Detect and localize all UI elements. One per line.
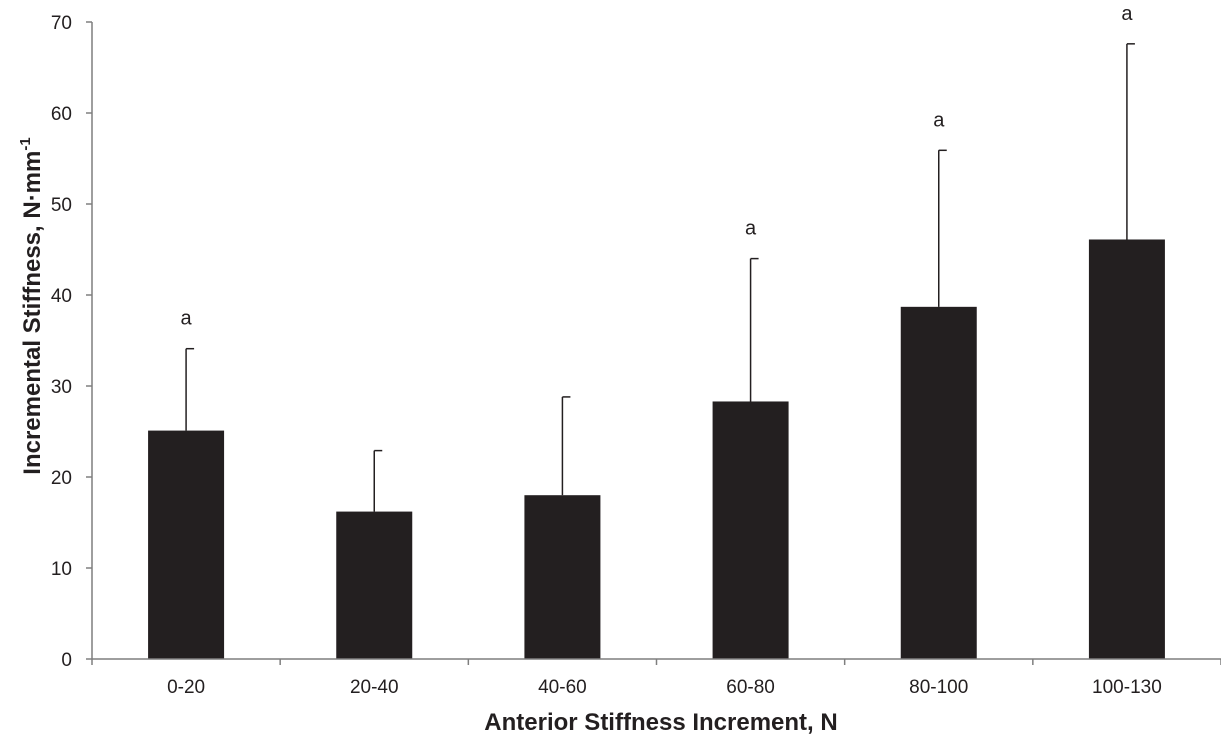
y-axis-title: Incremental Stiffness, N·mm-1 bbox=[17, 137, 46, 474]
x-tick-label: 60-80 bbox=[726, 677, 775, 698]
y-tick-label: 40 bbox=[51, 286, 72, 307]
y-tick-label: 30 bbox=[51, 377, 72, 398]
error-bars bbox=[185, 43, 1135, 512]
bar bbox=[148, 430, 225, 659]
y-tick-label: 20 bbox=[51, 468, 72, 489]
y-tick-label: 50 bbox=[51, 195, 72, 216]
y-axis-title-superscript: -1 bbox=[17, 137, 34, 150]
significance-label: a bbox=[745, 218, 757, 240]
bar bbox=[336, 511, 413, 659]
x-axis-title: Anterior Stiffness Increment, N bbox=[484, 709, 837, 736]
x-tick-label: 80-100 bbox=[909, 677, 968, 698]
bar bbox=[712, 401, 789, 659]
x-axis-ticks: 0-20 20-40 40-60 60-80 80-100 100-130 bbox=[91, 659, 1221, 698]
x-tick-label: 20-40 bbox=[350, 677, 399, 698]
x-tick-label: 40-60 bbox=[538, 677, 587, 698]
significance-label: a bbox=[1121, 3, 1133, 25]
y-tick-label: 70 bbox=[51, 13, 72, 34]
y-axis-title-main: Incremental Stiffness, N·mm bbox=[19, 151, 46, 475]
bar bbox=[900, 306, 977, 659]
significance-label: a bbox=[933, 109, 945, 131]
bar bbox=[1088, 239, 1165, 660]
bars bbox=[148, 239, 1165, 660]
bar bbox=[524, 495, 601, 659]
significance-label: a bbox=[181, 308, 193, 330]
y-tick-label: 60 bbox=[51, 104, 72, 125]
y-tick-label: 0 bbox=[61, 650, 72, 671]
x-tick-label: 0-20 bbox=[167, 677, 205, 698]
y-axis-ticks: 0 10 20 30 40 50 60 70 bbox=[51, 13, 92, 671]
significance-annotations: a a a a bbox=[181, 3, 1134, 330]
y-tick-label: 10 bbox=[51, 559, 72, 580]
x-tick-label: 100-130 bbox=[1092, 677, 1162, 698]
